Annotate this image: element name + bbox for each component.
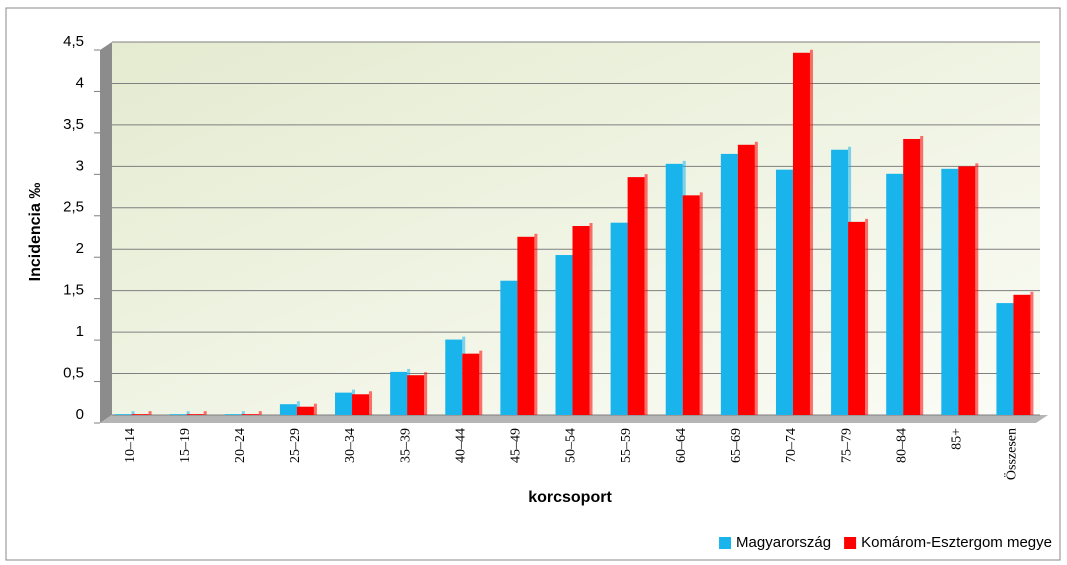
x-tick-label: 20–24: [233, 428, 248, 463]
bar: [352, 394, 370, 415]
bar: [390, 371, 408, 415]
bar-side: [203, 411, 207, 415]
y-tick-label: 4: [76, 74, 84, 91]
y-tick-label: 1,5: [63, 282, 84, 299]
x-tick-label: 80–84: [894, 428, 909, 463]
bar-side: [865, 218, 869, 415]
bar: [682, 195, 700, 415]
bar-side: [644, 174, 648, 415]
legend-label: Magyarország: [736, 534, 831, 551]
bar-side: [534, 233, 538, 415]
x-tick-label: 25–29: [288, 428, 303, 463]
bar-side: [131, 411, 135, 415]
bar-side: [241, 411, 245, 415]
bar-side: [920, 135, 924, 416]
bar: [720, 153, 738, 415]
y-tick-label: 0: [76, 406, 84, 423]
y-tick-label: 3,5: [63, 116, 84, 133]
y-tick-label: 2: [76, 240, 84, 257]
bar: [224, 414, 242, 415]
bar-side: [258, 411, 262, 415]
bar: [445, 339, 463, 415]
bar: [996, 303, 1014, 415]
x-tick-label: 60–64: [674, 428, 689, 463]
bar-side: [148, 411, 152, 415]
side-wall: [100, 42, 112, 423]
x-tick-label: 45–49: [509, 428, 524, 463]
bar: [1013, 294, 1031, 415]
bar: [462, 353, 480, 415]
bar: [279, 404, 297, 415]
bar: [941, 168, 959, 415]
bar-side: [699, 192, 703, 415]
x-tick-label: 15–19: [178, 428, 193, 463]
x-tick-label: 75–79: [839, 428, 854, 463]
bar: [296, 406, 314, 415]
bar: [831, 149, 849, 415]
legend-swatch: [719, 537, 732, 549]
x-tick-label: 55–59: [619, 428, 634, 463]
y-tick-label: 4,5: [63, 33, 84, 50]
bar: [500, 280, 518, 415]
bar: [114, 414, 132, 415]
bar: [665, 163, 683, 415]
bar-side: [479, 350, 483, 415]
bar: [169, 414, 187, 415]
y-axis-label: Incidencia ‰: [27, 183, 44, 282]
legend-label: Komárom-Esztergom megye: [861, 534, 1052, 551]
bar: [737, 144, 755, 415]
y-tick-label: 0,5: [63, 365, 84, 382]
bar: [186, 414, 204, 415]
bar-side: [424, 372, 428, 415]
bar: [886, 173, 904, 415]
bar-side: [313, 403, 317, 415]
bar: [517, 236, 535, 415]
bar: [792, 52, 810, 416]
bar: [903, 138, 921, 416]
legend-swatch: [844, 537, 857, 549]
bar: [627, 177, 645, 415]
bar: [241, 414, 259, 415]
bar-side: [186, 411, 190, 415]
bar: [335, 392, 353, 415]
bar: [610, 222, 628, 415]
x-tick-label: 35–39: [398, 428, 413, 463]
bar: [131, 414, 149, 415]
bar: [775, 169, 793, 415]
bar-side: [754, 141, 758, 415]
x-tick-label: 70–74: [784, 428, 799, 463]
bar-side: [975, 163, 979, 415]
x-tick-label: 50–54: [564, 428, 579, 463]
bar: [572, 226, 590, 415]
bar-side: [589, 223, 593, 415]
x-tick-label: Összesen: [1003, 428, 1020, 480]
bar: [958, 166, 976, 415]
y-tick-label: 1: [76, 323, 84, 340]
bar: [555, 255, 573, 415]
x-tick-label: 30–34: [343, 428, 358, 463]
x-tick-label: 10–14: [123, 428, 138, 463]
bar: [407, 375, 425, 415]
floor: [100, 415, 1048, 423]
bar-side: [809, 49, 813, 416]
bar-side: [1030, 291, 1034, 415]
bar-side: [369, 391, 373, 415]
x-tick-label: 85+: [950, 428, 965, 450]
y-tick-label: 2,5: [63, 199, 84, 216]
x-tick-label: 40–44: [453, 428, 468, 463]
x-axis-label: korcsoport: [528, 489, 612, 506]
bar: [848, 221, 866, 415]
y-tick-label: 3: [76, 157, 84, 174]
x-tick-label: 65–69: [729, 428, 744, 463]
